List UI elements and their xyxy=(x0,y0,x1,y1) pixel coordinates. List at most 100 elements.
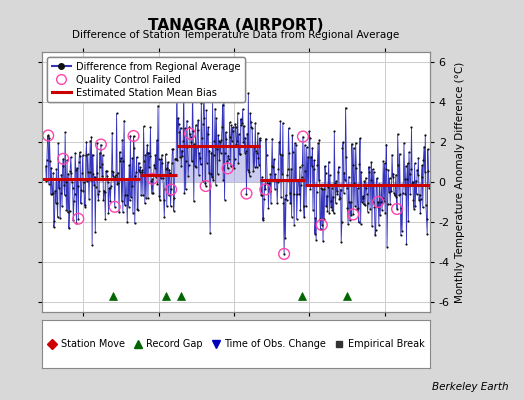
Point xyxy=(261,186,269,193)
Point xyxy=(189,128,198,134)
Point xyxy=(311,230,319,237)
Point xyxy=(43,156,51,163)
Point xyxy=(292,142,300,148)
Point xyxy=(416,192,424,198)
Point xyxy=(263,152,271,158)
Point xyxy=(64,170,72,177)
Point xyxy=(50,224,58,230)
Point xyxy=(210,152,218,158)
Point xyxy=(75,158,83,165)
Point xyxy=(318,222,326,228)
Point xyxy=(212,115,221,122)
Point xyxy=(372,182,380,188)
Point xyxy=(62,179,70,185)
Point xyxy=(342,154,351,160)
Point xyxy=(382,141,390,148)
Point xyxy=(316,226,325,232)
Point xyxy=(277,194,285,200)
Point xyxy=(94,191,102,197)
Point xyxy=(200,88,208,94)
Point xyxy=(408,180,416,186)
Point xyxy=(290,221,298,228)
Point xyxy=(118,209,127,216)
Point xyxy=(122,176,130,182)
Point xyxy=(148,176,157,182)
Point xyxy=(325,210,333,216)
Point xyxy=(358,193,367,199)
Point xyxy=(358,199,366,205)
Point xyxy=(227,122,236,128)
Point xyxy=(324,184,332,190)
Point xyxy=(301,142,309,148)
Point xyxy=(235,131,243,138)
Point xyxy=(121,202,129,208)
Point xyxy=(312,236,320,243)
Point xyxy=(398,228,406,234)
Point xyxy=(271,171,279,177)
Point xyxy=(379,158,387,165)
Point xyxy=(138,167,147,173)
Point xyxy=(234,160,243,166)
Point xyxy=(150,162,158,168)
Point xyxy=(110,169,118,176)
Point xyxy=(149,171,158,178)
Point xyxy=(402,241,411,247)
Point xyxy=(305,135,314,141)
Point xyxy=(228,138,236,144)
Point xyxy=(299,203,308,210)
Point xyxy=(180,190,189,196)
Point xyxy=(291,140,299,146)
Point xyxy=(56,177,64,183)
Point xyxy=(396,191,405,197)
Point xyxy=(390,192,399,198)
Point xyxy=(361,202,369,208)
Point xyxy=(215,157,224,163)
Point xyxy=(95,187,103,194)
Point xyxy=(333,190,342,197)
Point xyxy=(143,150,151,156)
Point xyxy=(309,166,318,172)
Point xyxy=(247,119,255,126)
Point xyxy=(74,216,82,222)
Point xyxy=(85,169,94,176)
Point xyxy=(45,180,53,187)
Point xyxy=(330,210,338,216)
Point xyxy=(147,178,155,184)
Point xyxy=(92,184,100,190)
Point xyxy=(81,204,90,210)
Point xyxy=(225,156,233,162)
Point xyxy=(323,208,332,214)
Point xyxy=(415,196,423,203)
Point xyxy=(162,166,170,173)
Point xyxy=(276,118,285,125)
Point xyxy=(304,182,313,188)
Point xyxy=(203,160,211,166)
Point xyxy=(383,244,391,250)
Point xyxy=(417,196,425,202)
Point xyxy=(172,156,180,162)
Point xyxy=(121,192,129,198)
Point xyxy=(356,221,365,227)
Point xyxy=(343,205,352,212)
Point xyxy=(422,216,431,222)
Text: Berkeley Earth: Berkeley Earth xyxy=(432,382,508,392)
Point xyxy=(66,208,74,214)
Point xyxy=(155,156,163,162)
Point xyxy=(409,178,417,185)
Point xyxy=(419,156,428,163)
Point xyxy=(330,128,339,134)
Point xyxy=(297,182,305,188)
Point xyxy=(193,144,201,151)
Point xyxy=(391,192,399,198)
Point xyxy=(60,182,68,188)
Point xyxy=(308,162,316,169)
Point xyxy=(260,196,268,202)
Point xyxy=(153,181,161,188)
Point xyxy=(253,164,261,171)
Point xyxy=(91,229,100,235)
Point xyxy=(371,232,379,238)
Point xyxy=(85,196,93,202)
Point xyxy=(394,131,402,137)
Point xyxy=(241,149,249,156)
Point xyxy=(47,165,56,171)
